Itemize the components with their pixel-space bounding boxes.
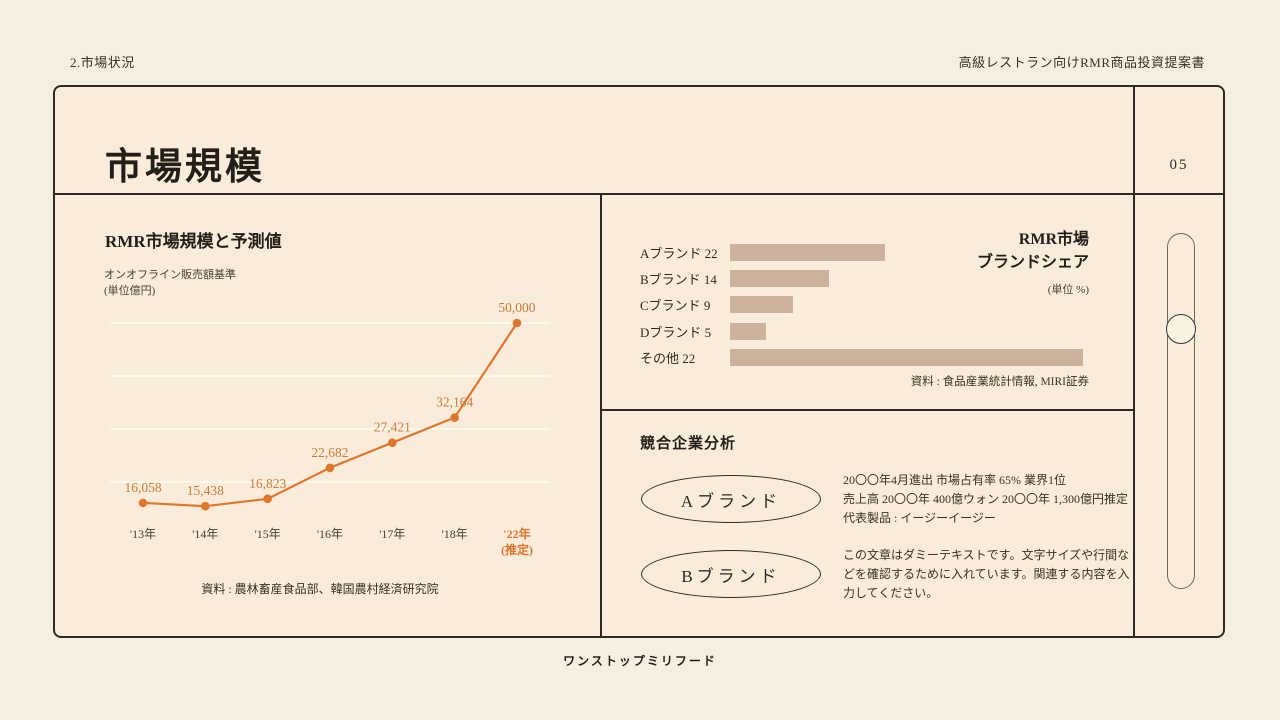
bar-fill [730, 349, 1083, 367]
brand-share-title-line1: RMR市場 [1018, 231, 1089, 248]
bar-label: Dブランド 5 [640, 324, 712, 340]
data-point-label: 27,421 [374, 420, 411, 435]
data-point-label: 15,438 [187, 483, 224, 498]
data-point-label: 32,164 [436, 395, 473, 410]
brand-share-source: 資料 : 食品産業統計情報, MIRI証券 [910, 376, 1089, 388]
brand-share-title: RMR市場 ブランドシェア (単位 %) [977, 228, 1089, 302]
bar-fill [730, 322, 766, 340]
right-column-divider [1133, 87, 1135, 636]
line-series [142, 322, 518, 508]
x-tick-label: '17年 [379, 527, 405, 541]
bar-fill [730, 243, 885, 261]
data-point [201, 501, 210, 511]
slide-frame: 市場規模 05 RMR市場規模と予測値 オンオフライン販売額基準 (単位億円) … [53, 85, 1225, 638]
doc-title: 高級レストラン向けRMR商品投資提案書 [958, 55, 1205, 70]
side-slider-track [1167, 233, 1195, 589]
bar-row: Cブランド 9 [640, 292, 1120, 318]
data-point [325, 463, 335, 473]
brand-share-unit: (単位 %) [1047, 284, 1089, 296]
market-size-line-chart: 16,058 '13年 15,438 '14年 16,823 '15年 22,682 '16年… [110, 300, 550, 557]
data-point-label: 16,823 [249, 476, 286, 491]
bar-row: Aブランド 22 [640, 239, 1120, 265]
competitor-heading: 競合企業分析 [640, 436, 737, 452]
competitor-a-description: 20〇〇年4月進出 市場占有率 65% 業界1位 売上高 20〇〇年 400億ウ… [843, 473, 1129, 525]
line-chart-subtitle: オンオフライン販売額基準 [104, 269, 236, 281]
competitor-b-name: Bブランド [681, 566, 781, 586]
x-tick-label: '15年 [255, 527, 281, 541]
page-number: 05 [1169, 157, 1189, 173]
bar-fill [730, 296, 793, 314]
data-point [263, 494, 272, 504]
x-tick-label: '13年 [130, 527, 156, 541]
bar-fill [730, 270, 829, 288]
competitor-a-badge: Aブランド [641, 475, 821, 523]
bar-label: その他 22 [640, 351, 696, 367]
bar-label: Cブランド 9 [640, 298, 711, 314]
data-point-label: 50,000 [498, 300, 535, 315]
data-point-label: 22,682 [311, 445, 348, 460]
line-chart-source: 資料 : 農林畜産食品部、韓国農村経済研究院 [201, 582, 439, 596]
data-point [450, 413, 459, 422]
x-tick-sublabel: (推定) [501, 542, 533, 557]
bar-row: その他 22 [640, 345, 1120, 371]
bar-row: Dブランド 5 [640, 318, 1120, 344]
competitor-a-name: Aブランド [680, 491, 782, 511]
data-point [512, 318, 522, 328]
footer-brand: ワンストップミリフード [563, 654, 717, 668]
line-chart-unit: (単位億円) [104, 285, 156, 297]
right-panel-divider [602, 409, 1133, 411]
x-tick-label: '16年 [317, 527, 343, 541]
x-tick-label: '14年 [192, 527, 218, 541]
competitor-b-description: この文章はダミーテキストです。文字サイズや行間などを確認するために入れています。… [843, 548, 1130, 600]
brand-share-title-line2: ブランドシェア [976, 254, 1089, 271]
brand-share-bar-chart: Aブランド 22 Bブランド 14 Cブランド 9 Dブランド 5 その他 22 [640, 239, 1120, 371]
center-divider [600, 195, 602, 636]
header-divider [55, 193, 1223, 195]
bar-label: Aブランド 22 [640, 245, 718, 261]
data-point [138, 498, 148, 508]
x-tick-label: '18年 [442, 527, 468, 541]
page-title: 市場規模 [105, 147, 265, 188]
competitor-b-badge: Bブランド [641, 550, 821, 598]
side-slider-knob[interactable] [1166, 314, 1196, 344]
x-tick-label: '22年 [503, 526, 530, 541]
data-point-label: 16,058 [124, 480, 161, 495]
line-chart-title: RMR市場規模と予測値 [105, 232, 282, 251]
section-label: 2.市場状況 [70, 55, 135, 70]
data-point [388, 438, 397, 447]
bar-row: Bブランド 14 [640, 265, 1120, 291]
bar-label: Bブランド 14 [640, 272, 717, 288]
